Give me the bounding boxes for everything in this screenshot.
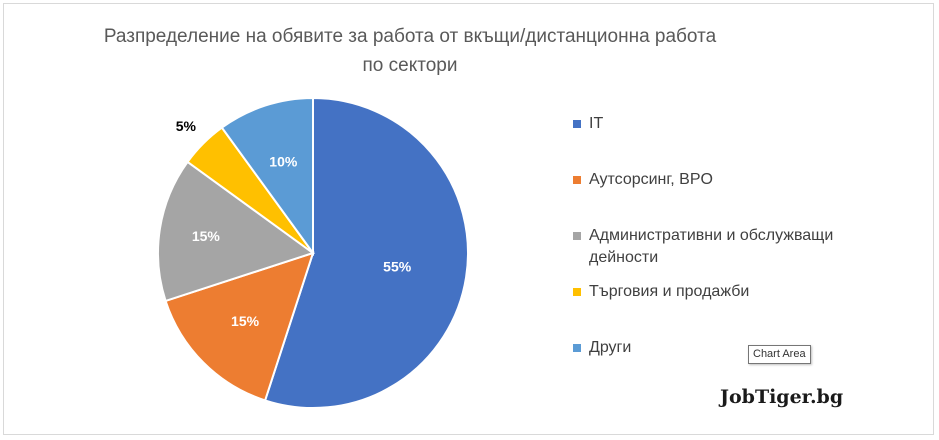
jobtiger-logo: JobTiger.bg — [720, 386, 844, 408]
legend-item-sales[interactable]: Търговия и продажби — [573, 281, 869, 303]
legend-label: Търговия и продажби — [589, 283, 750, 300]
data-label: 10% — [269, 154, 298, 170]
legend-swatch — [573, 176, 581, 184]
data-label: 15% — [192, 228, 221, 244]
chart-title: Разпределение на обявите за работа от вк… — [103, 26, 717, 76]
pie-slice[interactable] — [157, 160, 316, 303]
legend-item-administrative[interactable]: Административни и обслужващи дейности — [573, 225, 869, 269]
legend-item-other[interactable]: Други — [573, 337, 869, 359]
legend-label: Аутсорсинг, BPO — [589, 171, 713, 188]
data-label: 15% — [231, 313, 260, 329]
data-label: 55% — [383, 258, 412, 274]
pie-slice[interactable] — [263, 96, 469, 409]
pie-slices — [157, 96, 469, 409]
legend-item-outsourcing[interactable]: Аутсорсинг, BPO — [573, 169, 869, 191]
pie-slice[interactable] — [220, 96, 314, 257]
legend: IT Аутсорсинг, BPO Административни и обс… — [573, 0, 873, 440]
chart-area-tooltip: Chart Area — [748, 345, 811, 364]
pie-data-labels: 55% 15% 15% 5% 10% — [176, 118, 412, 329]
legend-label: Други — [589, 339, 632, 356]
legend-label: Административни и обслужващи дейности — [589, 227, 834, 266]
legend-swatch — [573, 120, 581, 128]
legend-item-it[interactable]: IT — [573, 113, 869, 135]
legend-label: IT — [589, 115, 604, 132]
legend-swatch — [573, 344, 581, 352]
legend-swatch — [573, 232, 581, 240]
legend-swatch — [573, 288, 581, 296]
data-label: 5% — [176, 118, 197, 134]
